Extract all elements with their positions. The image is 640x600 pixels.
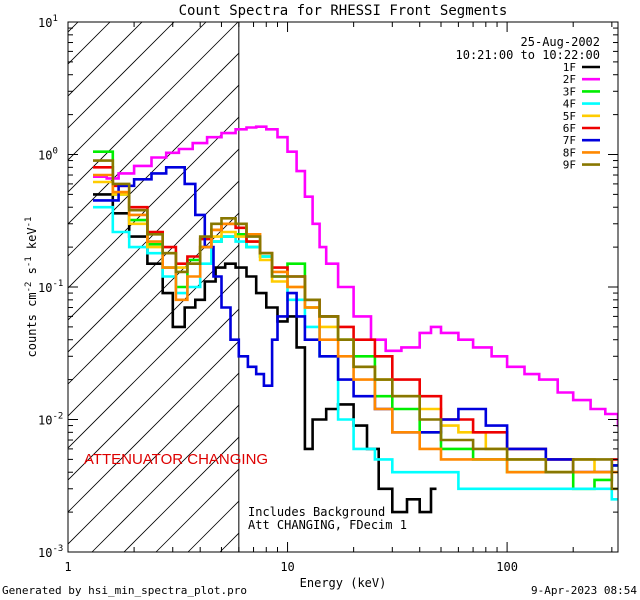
note-background: Includes Background	[248, 505, 385, 519]
legend-label-5F: 5F	[563, 110, 576, 123]
series-line-1F	[93, 193, 437, 514]
series-line-2F	[93, 125, 618, 427]
hatch-line	[68, 22, 239, 193]
hatch-line	[91, 404, 239, 552]
series-layer	[93, 125, 618, 514]
legend-label-1F: 1F	[563, 61, 576, 74]
x-tick-label: 10	[280, 560, 294, 574]
hatch-line	[68, 180, 239, 353]
axis-ticks: 1 10 100 10-3 10-2 10-1 100 101	[38, 14, 618, 574]
hatch-line	[68, 52, 239, 225]
series-line-7F	[93, 166, 618, 474]
hatch-line	[68, 148, 239, 321]
hatch-line	[68, 340, 239, 513]
legend-label-9F: 9F	[563, 159, 576, 172]
legend-label-2F: 2F	[563, 73, 576, 86]
y-tick-label: 10-2	[38, 412, 63, 428]
legend-label-7F: 7F	[563, 134, 576, 147]
y-tick-label: 10-1	[38, 279, 63, 295]
footer-timestamp: 9-Apr-2023 08:54	[531, 584, 637, 597]
legend-label-6F: 6F	[563, 122, 576, 135]
attenuator-label: ATTENUATOR CHANGING	[84, 451, 268, 468]
series-line-9F	[93, 159, 618, 491]
y-axis-label: counts cm-2 s-1 keV-1	[24, 217, 39, 358]
y-tick-label: 10-3	[38, 544, 63, 560]
x-axis-label: Energy (keV)	[300, 576, 387, 590]
legend-label-4F: 4F	[563, 98, 576, 111]
hatch-line	[68, 22, 207, 161]
date-label: 25-Aug-2002	[521, 35, 600, 49]
hatch-line	[68, 308, 239, 481]
x-tick-label: 100	[496, 560, 518, 574]
hatch-line	[68, 22, 175, 129]
time-range-label: 10:21:00 to 10:22:00	[456, 48, 601, 62]
x-tick-label: 1	[64, 560, 71, 574]
hatch-line	[68, 116, 239, 289]
hatch-line	[123, 436, 239, 552]
hatch-line	[68, 372, 239, 545]
footer-generated-by: Generated by hsi_min_spectra_plot.pro	[2, 584, 247, 597]
chart-title: Count Spectra for RHESSI Front Segments	[179, 3, 508, 19]
note-attenuator: Att CHANGING, FDecim 1	[248, 518, 407, 532]
y-tick-label: 100	[38, 147, 58, 163]
legend-label-3F: 3F	[563, 85, 576, 98]
hatch-line	[68, 244, 239, 417]
legend-label-8F: 8F	[563, 146, 576, 159]
series-line-4F	[93, 205, 618, 501]
hatch-line	[68, 22, 143, 97]
y-tick-label: 101	[38, 14, 58, 30]
